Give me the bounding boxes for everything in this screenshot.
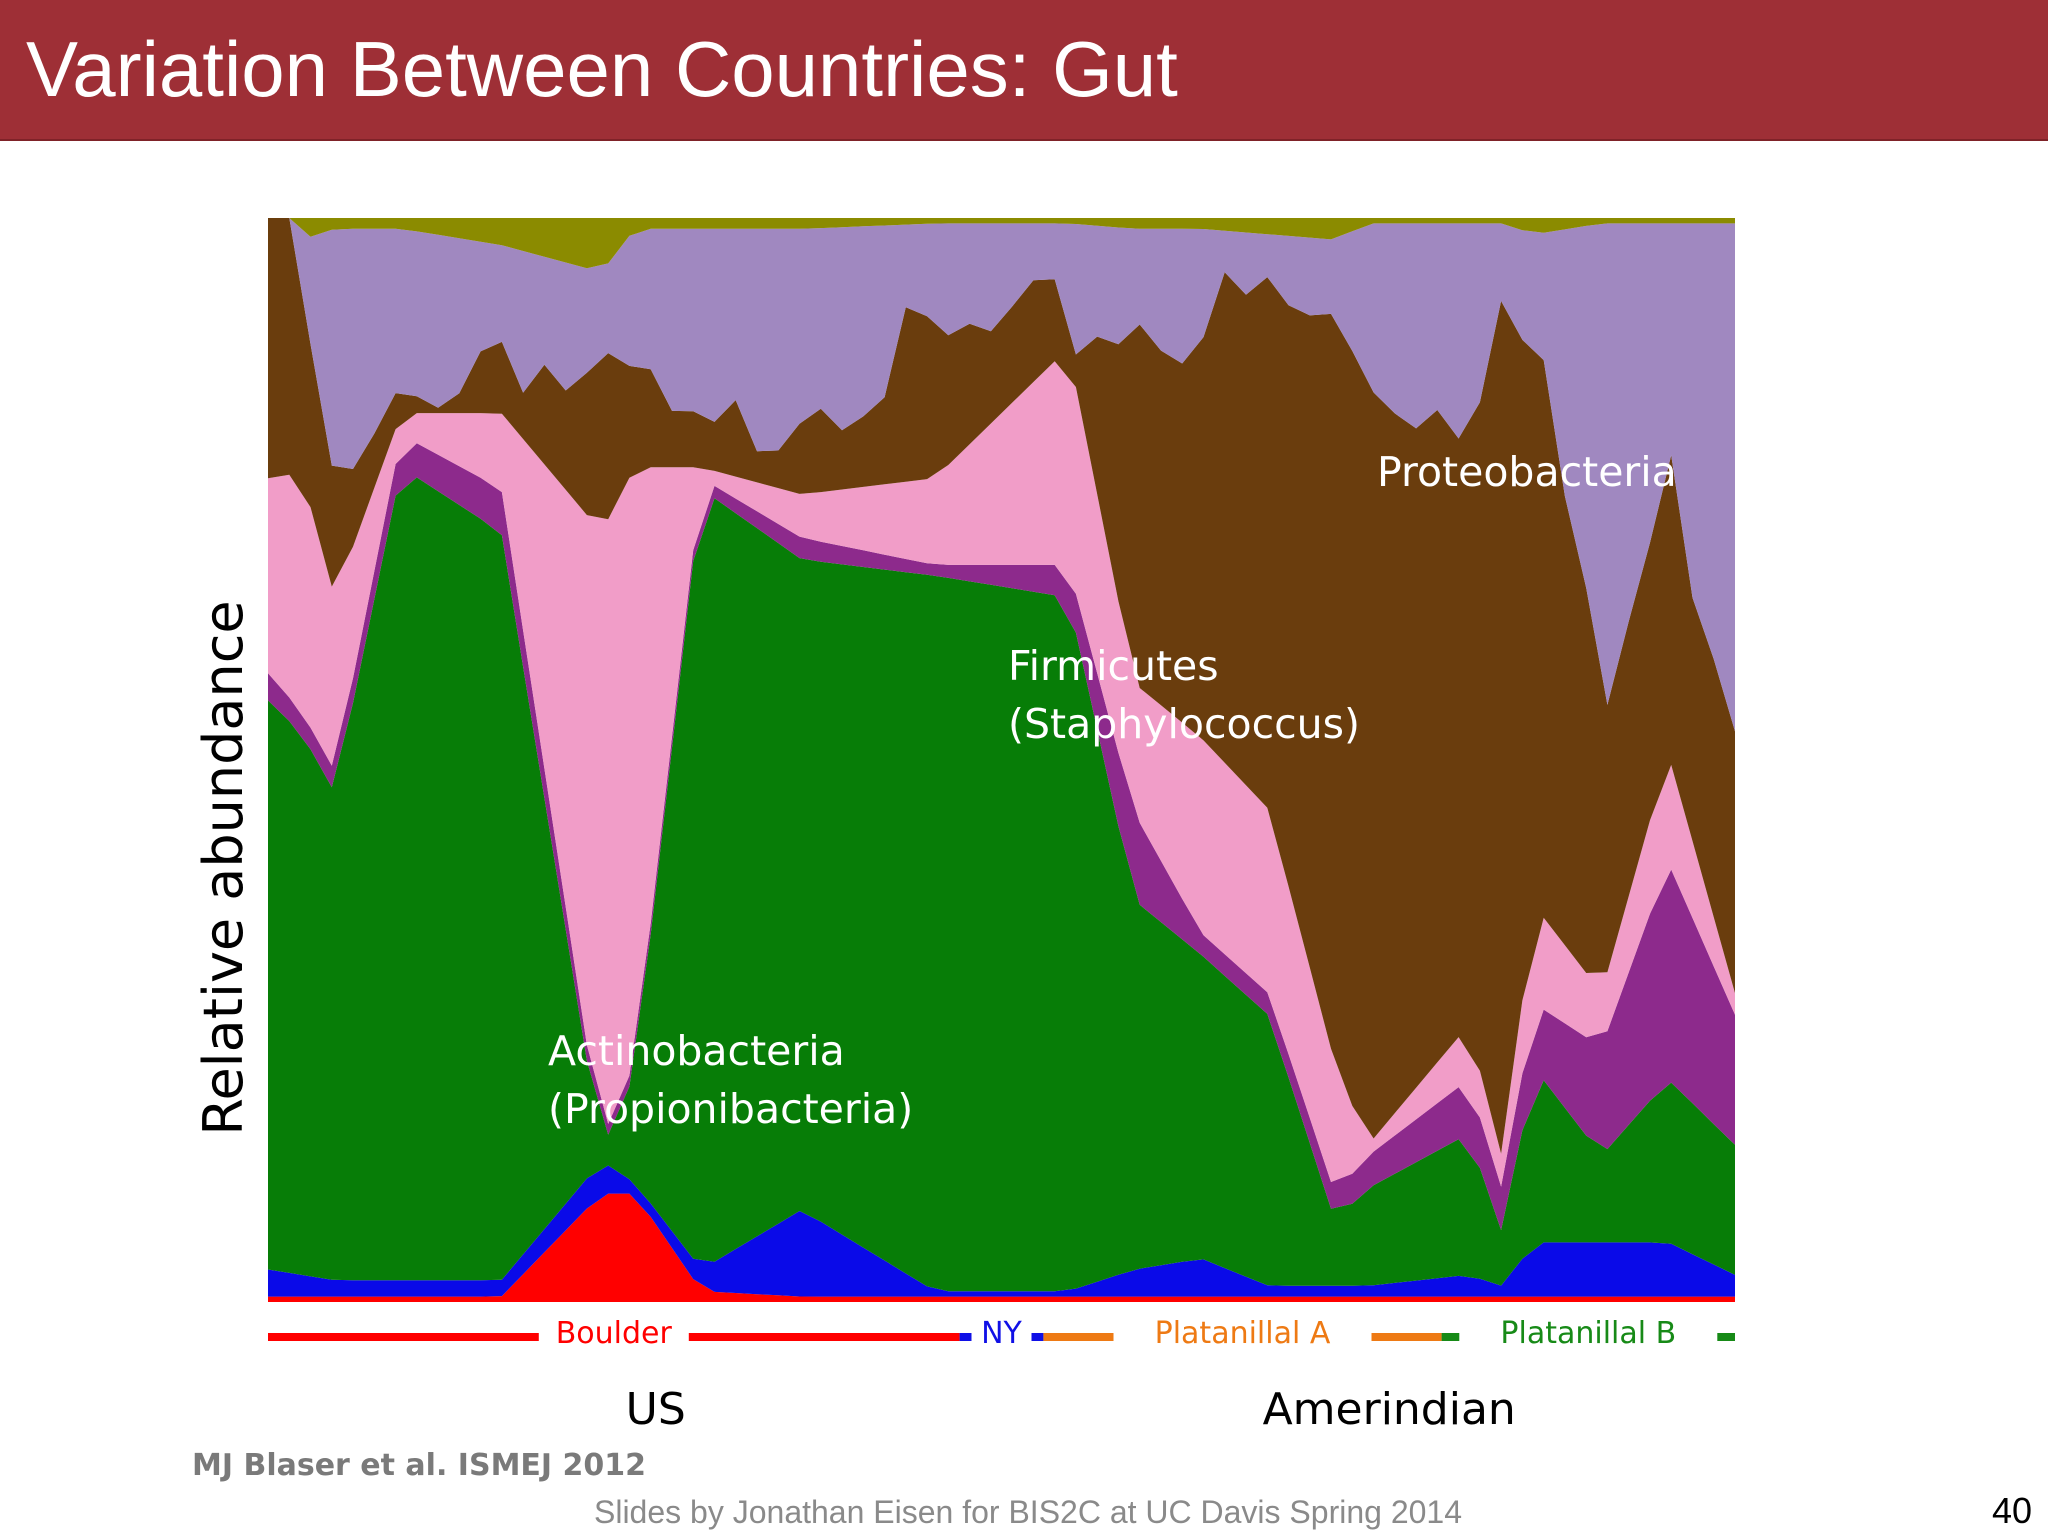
annotation-firmicutes-line: (Staphylococcus) <box>1008 700 1361 748</box>
area-pink <box>268 361 1735 1187</box>
area-proteobacteria <box>268 218 1735 732</box>
area-blue <box>268 1165 1735 1297</box>
annotation-actinobacteria: Actinobacteria (Propionibacteria) <box>548 1022 913 1138</box>
annotation-actinobacteria-line: Actinobacteria <box>548 1027 845 1075</box>
annotation-proteobacteria: Proteobacteria <box>1377 448 1677 496</box>
group-label-boulder: Boulder <box>555 1316 672 1351</box>
area-series-group <box>268 218 1735 1302</box>
area-other <box>268 218 1735 269</box>
group-label-ny: NY <box>981 1316 1022 1351</box>
slide-title: Variation Between Countries: Gut <box>26 25 1178 113</box>
category-label-amerindian: Amerindian <box>1262 1384 1516 1435</box>
y-axis-label: Relative abundance <box>192 600 255 1136</box>
slide-footer: Slides by Jonathan Eisen for BIS2C at UC… <box>593 1494 1463 1530</box>
area-boulder-red <box>268 1193 1735 1302</box>
group-label-platanillal-a: Platanillal A <box>1154 1316 1331 1351</box>
citation: MJ Blaser et al. ISMEJ 2012 <box>192 1448 647 1483</box>
annotation-firmicutes-line: Firmicutes <box>1008 642 1219 690</box>
category-label-us: US <box>625 1384 686 1435</box>
area-actinobacteria <box>268 477 1735 1292</box>
annotation-actinobacteria-line: (Propionibacteria) <box>548 1085 914 1133</box>
title-bar: Variation Between Countries: Gut <box>0 0 2048 141</box>
area-firmicutes <box>268 218 1735 1154</box>
group-label-platanillal-b: Platanillal B <box>1500 1316 1677 1351</box>
page-number: 40 <box>1991 1490 2032 1531</box>
annotation-firmicutes: Firmicutes (Staphylococcus) <box>1008 637 1360 753</box>
